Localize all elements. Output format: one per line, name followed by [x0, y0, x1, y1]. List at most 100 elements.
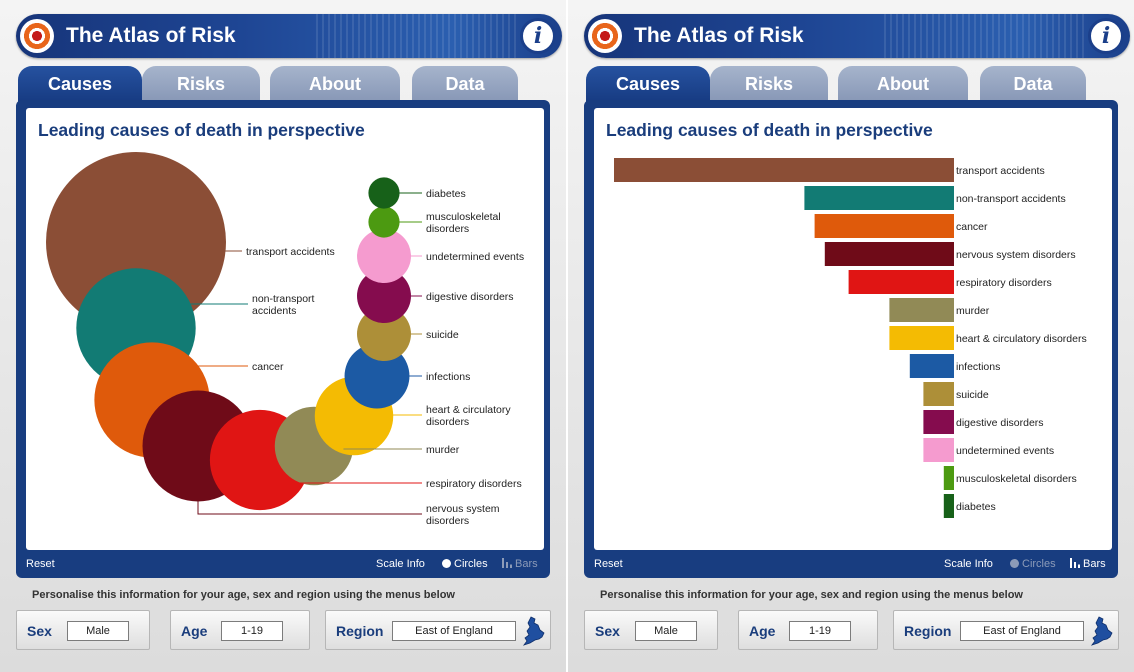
- app-title-bar: The Atlas of Risk i: [584, 14, 1130, 58]
- region-label: Region: [336, 623, 384, 639]
- bar-undetermined-events[interactable]: [923, 438, 954, 462]
- bar-label-non-transport-accidents: non-transport accidents: [956, 193, 1066, 205]
- circle-label-undetermined-events: undetermined events: [426, 251, 524, 263]
- sex-label: Sex: [595, 623, 620, 639]
- circle-label-diabetes: diabetes: [426, 188, 466, 200]
- age-label: Age: [181, 623, 208, 639]
- bar-musculoskeletal-disorders[interactable]: [943, 466, 954, 490]
- age-dropdown[interactable]: 1-19: [221, 621, 283, 641]
- title-bar-decoration: [316, 14, 516, 58]
- atlas-panel-circles: The Atlas of Risk i Causes Risks About D…: [0, 0, 566, 672]
- bar-label-murder: murder: [956, 305, 990, 317]
- scale-info-button[interactable]: Scale Info: [376, 558, 425, 570]
- personalise-hint: Personalise this information for your ag…: [32, 589, 455, 601]
- reset-button[interactable]: Reset: [594, 558, 623, 570]
- circle-label-digestive-disorders: digestive disorders: [426, 291, 514, 303]
- content-area: transport accidents non-transport accident…: [26, 108, 544, 550]
- circle-label-heart-and-circulatory-disorders: heart & circulatory disorders: [426, 404, 511, 428]
- bar-cancer[interactable]: [814, 214, 954, 238]
- bar-diabetes[interactable]: [943, 494, 954, 518]
- tab-about[interactable]: About: [270, 66, 400, 102]
- bar-label-digestive-disorders: digestive disorders: [956, 417, 1044, 429]
- bar-label-musculoskeletal-disorders: musculoskeletal disorders: [956, 473, 1077, 485]
- bar-label-undetermined-events: undetermined events: [956, 445, 1054, 457]
- chart-footer: Reset Scale Info Circles Bars: [584, 551, 1118, 577]
- circle-digestive-disorders[interactable]: [357, 269, 411, 323]
- circle-undetermined-events[interactable]: [357, 229, 411, 283]
- bar-label-transport-accidents: transport accidents: [956, 165, 1045, 177]
- sex-dropdown[interactable]: Male: [635, 621, 697, 641]
- circle-diabetes[interactable]: [368, 177, 400, 209]
- bar-murder[interactable]: [889, 298, 954, 322]
- content-title: Leading causes of death in perspective: [38, 120, 365, 140]
- scale-info-button[interactable]: Scale Info: [944, 558, 993, 570]
- bars-toggle[interactable]: Bars: [502, 558, 538, 570]
- bar-heart-and-circulatory-disorders[interactable]: [889, 326, 954, 350]
- sex-selector[interactable]: Sex Male: [16, 610, 150, 650]
- bar-label-cancer: cancer: [956, 221, 988, 233]
- bar-nervous-system-disorders[interactable]: [824, 242, 954, 266]
- title-bar-decoration: [884, 14, 1084, 58]
- bars-toggle[interactable]: Bars: [1070, 558, 1106, 570]
- panel-divider: [566, 0, 568, 672]
- tab-data[interactable]: Data: [980, 66, 1086, 102]
- bar-label-diabetes: diabetes: [956, 501, 996, 513]
- bar-transport-accidents[interactable]: [614, 158, 954, 182]
- bar-label-respiratory-disorders: respiratory disorders: [956, 277, 1052, 289]
- circle-label-murder: murder: [426, 444, 460, 456]
- circle-label-nervous-system-disorders: nervous system disorders: [426, 503, 500, 527]
- tab-causes[interactable]: Causes: [586, 66, 710, 102]
- circle-musculoskeletal-disorders[interactable]: [368, 206, 400, 238]
- tab-risks[interactable]: Risks: [710, 66, 828, 102]
- bar-non-transport-accidents[interactable]: [804, 186, 954, 210]
- circle-label-suicide: suicide: [426, 329, 459, 341]
- bar-digestive-disorders[interactable]: [923, 410, 954, 434]
- bar-label-nervous-system-disorders: nervous system disorders: [956, 249, 1076, 261]
- circle-label-respiratory-disorders: respiratory disorders: [426, 478, 522, 490]
- bars-toggle-label: Bars: [515, 558, 538, 570]
- tab-about[interactable]: About: [838, 66, 968, 102]
- app-title-bar: The Atlas of Risk i: [16, 14, 562, 58]
- reset-button[interactable]: Reset: [26, 558, 55, 570]
- region-label: Region: [904, 623, 952, 639]
- circle-infections[interactable]: [344, 343, 410, 409]
- info-icon[interactable]: i: [520, 18, 556, 54]
- circles-toggle[interactable]: Circles: [442, 558, 488, 570]
- tab-data[interactable]: Data: [412, 66, 518, 102]
- region-selector[interactable]: Region East of England: [893, 610, 1119, 650]
- age-label: Age: [749, 623, 776, 639]
- region-selector[interactable]: Region East of England: [325, 610, 551, 650]
- bar-respiratory-disorders[interactable]: [848, 270, 954, 294]
- circle-label-cancer: cancer: [252, 361, 284, 373]
- causes-chart: transport accidents non-transport accident…: [46, 152, 524, 527]
- bar-infections[interactable]: [909, 354, 954, 378]
- sex-selector[interactable]: Sex Male: [584, 610, 718, 650]
- region-dropdown[interactable]: East of England: [392, 621, 516, 641]
- info-icon[interactable]: i: [1088, 18, 1124, 54]
- bar-label-heart-and-circulatory-disorders: heart & circulatory disorders: [956, 333, 1087, 345]
- bars-toggle-icon: [1070, 558, 1080, 568]
- circle-label-musculoskeletal-disorders: musculoskeletal disorders: [426, 211, 501, 235]
- region-dropdown[interactable]: East of England: [960, 621, 1084, 641]
- bar-suicide[interactable]: [923, 382, 954, 406]
- circle-transport-accidents[interactable]: [46, 152, 226, 332]
- age-dropdown[interactable]: 1-19: [789, 621, 851, 641]
- bar-label-suicide: suicide: [956, 389, 989, 401]
- app-title: The Atlas of Risk: [66, 24, 236, 47]
- causes-chart: transport accidents non-transport acciden…: [614, 158, 1087, 518]
- content-title: Leading causes of death in perspective: [606, 120, 933, 140]
- circle-toggle-icon: [442, 559, 451, 568]
- personalise-hint: Personalise this information for your ag…: [600, 589, 1023, 601]
- circle-suicide[interactable]: [357, 307, 411, 361]
- tab-risks[interactable]: Risks: [142, 66, 260, 102]
- age-selector[interactable]: Age 1-19: [738, 610, 878, 650]
- atlas-panel-bars: The Atlas of Risk i Causes Risks About D…: [568, 0, 1134, 672]
- tab-causes[interactable]: Causes: [18, 66, 142, 102]
- bars-toggle-icon: [502, 558, 512, 568]
- circles-toggle[interactable]: Circles: [1010, 558, 1056, 570]
- atlas-logo-icon: [588, 19, 622, 53]
- app-title: The Atlas of Risk: [634, 24, 804, 47]
- age-selector[interactable]: Age 1-19: [170, 610, 310, 650]
- sex-dropdown[interactable]: Male: [67, 621, 129, 641]
- circles-toggle-label: Circles: [454, 558, 488, 570]
